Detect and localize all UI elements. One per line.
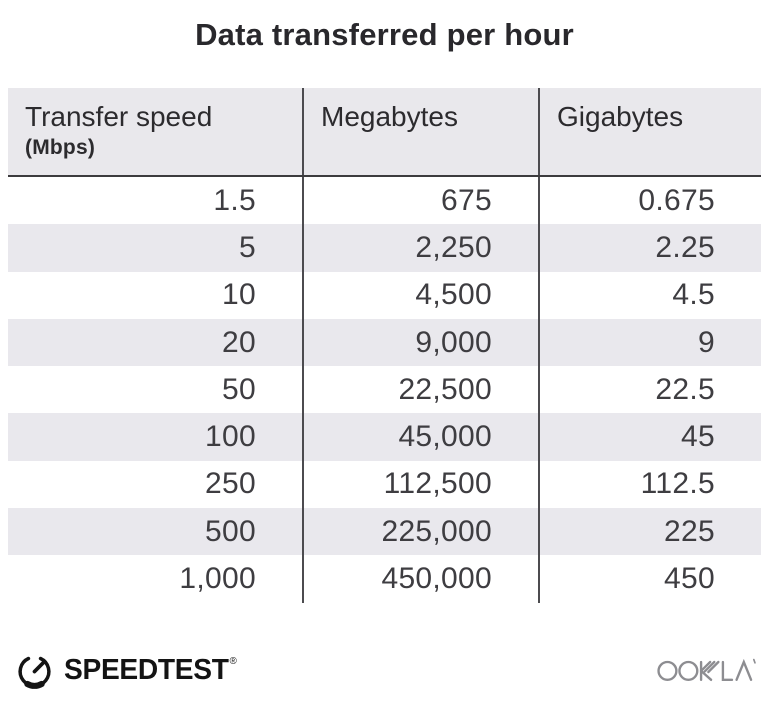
header-cell-gigabytes: Gigabytes [538,88,761,175]
cell-speed: 100 [205,420,256,454]
header-cell-megabytes: Megabytes [302,88,538,175]
cell-megabytes: 675 [302,177,538,225]
cell-gigabytes: 22.5 [538,366,761,414]
cell-megabytes: 112,500 [302,460,538,509]
cell-speed: 5 [239,230,256,264]
page-title: Data transferred per hour [195,17,574,52]
cell-speed: 1.5 [213,183,256,217]
cell-gigabytes: 4.5 [538,271,761,319]
cell-gigabytes: 0.675 [538,177,761,225]
cell-megabytes: 2,250 [302,224,538,272]
footer: SPEEDTEST ® [0,605,769,715]
cell-megabytes: 22,500 [302,366,538,414]
table-row: 250 112,500 112.5 [8,460,761,509]
table-row: 500 225,000 225 [8,508,761,556]
cell-gigabytes: 112.5 [538,460,761,509]
cell-speed: 250 [205,467,256,501]
table-row: 1,000 450,000 450 [8,555,761,603]
speedtest-wordmark-text: SPEEDTEST [64,653,229,686]
table-row: 100 45,000 45 [8,413,761,461]
cell-speed: 500 [205,514,256,548]
speedtest-logo: SPEEDTEST ® [14,650,242,691]
table-row: 10 4,500 4.5 [8,271,761,319]
header-unit-label: (Mbps) [25,136,96,160]
table-row: 50 22,500 22.5 [8,366,761,414]
table-row: 20 9,000 9 [8,318,761,367]
registered-trademark-icon: ® [229,655,237,667]
cell-gigabytes: 225 [538,508,761,556]
header-transfer-speed-label: Transfer speed [25,101,213,132]
cell-gigabytes: 45 [538,413,761,461]
cell-gigabytes: 2.25 [538,224,761,272]
cell-gigabytes: 9 [538,318,761,367]
cell-speed: 1,000 [179,562,256,596]
table-row: 5 2,250 2.25 [8,224,761,272]
cell-speed: 20 [222,325,256,359]
header-cell-transfer-speed: Transfer speed (Mbps) [8,88,302,175]
table-row: 1.5 675 0.675 [8,177,761,225]
cell-megabytes: 9,000 [302,318,538,367]
cell-megabytes: 450,000 [302,555,538,603]
speedtest-wordmark: SPEEDTEST ® [64,653,237,687]
cell-megabytes: 4,500 [302,271,538,319]
ookla-logo [657,658,756,682]
speedtest-gauge-icon [18,656,51,689]
cell-gigabytes: 450 [538,555,761,603]
cell-megabytes: 45,000 [302,413,538,461]
table-header: Transfer speed (Mbps) Megabytes Gigabyte… [8,88,761,177]
cell-megabytes: 225,000 [302,508,538,556]
table-body: 1.5 675 0.675 5 2,250 2.25 10 4,500 4.5 … [8,177,761,603]
cell-speed: 10 [222,278,256,312]
cell-speed: 50 [222,372,256,406]
data-table: Transfer speed (Mbps) Megabytes Gigabyte… [8,88,761,603]
